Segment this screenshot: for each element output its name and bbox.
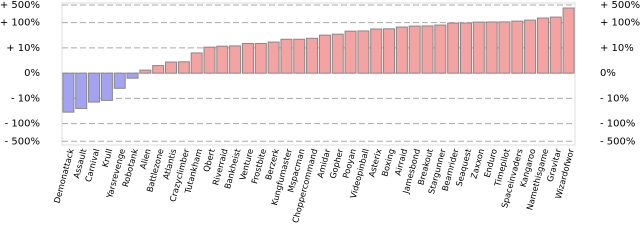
bar	[100, 72, 113, 101]
y-tick-label: - 100%	[5, 119, 40, 130]
bar	[75, 72, 88, 109]
bar	[139, 69, 152, 74]
y-tick-label: + 100%	[0, 18, 40, 29]
bar	[395, 26, 408, 74]
y2-tick-label: - 10%	[600, 93, 629, 104]
bar	[549, 16, 562, 74]
bar	[524, 19, 537, 74]
bar	[344, 30, 357, 74]
bar	[293, 38, 306, 74]
chart: + 500% + 500% + 100% + 100% + 10% + 10% 0% 0% - …	[0, 0, 640, 223]
bar	[113, 72, 126, 89]
y2-tick-label: - 500%	[600, 136, 635, 147]
bar	[472, 21, 485, 74]
bar	[447, 22, 460, 74]
bar	[126, 72, 139, 79]
bar	[165, 61, 178, 74]
y-tick-label: 0%	[24, 68, 40, 79]
y-tick-label: + 500%	[0, 0, 40, 11]
y2-tick-label: + 100%	[600, 18, 640, 29]
bar	[229, 45, 242, 74]
bar	[203, 46, 216, 74]
bar	[318, 34, 331, 74]
bar	[177, 61, 190, 74]
bar	[241, 42, 254, 74]
y-tick-label: - 500%	[5, 136, 40, 147]
plot-frame	[61, 2, 576, 146]
bar	[459, 22, 472, 74]
bar	[216, 45, 229, 74]
bar	[536, 17, 549, 74]
y2-tick-label: + 10%	[600, 43, 634, 54]
bar	[306, 37, 319, 74]
bar	[434, 24, 447, 74]
x-tick-label: Krull	[100, 148, 115, 169]
bar	[383, 28, 396, 74]
bar	[88, 72, 101, 103]
bar	[485, 21, 498, 74]
bar	[190, 52, 203, 74]
y2-tick-label: + 500%	[600, 0, 640, 11]
bar	[357, 30, 370, 74]
bar	[267, 41, 280, 74]
bar	[254, 42, 267, 74]
bar	[421, 25, 434, 74]
bar	[511, 20, 524, 74]
y-tick-label: + 10%	[6, 43, 40, 54]
bar	[408, 25, 421, 74]
y2-tick-label: - 100%	[600, 119, 635, 130]
bar	[498, 21, 511, 74]
y2-tick-label: 0%	[600, 68, 616, 79]
bar	[62, 72, 75, 113]
bar	[562, 7, 575, 74]
page: + 500% + 500% + 100% + 100% + 10% + 10% 0% 0% - …	[0, 0, 640, 223]
bar	[152, 65, 165, 74]
bar	[370, 28, 383, 74]
y-tick-label: - 10%	[11, 93, 40, 104]
bar	[331, 33, 344, 74]
bar	[280, 38, 293, 74]
